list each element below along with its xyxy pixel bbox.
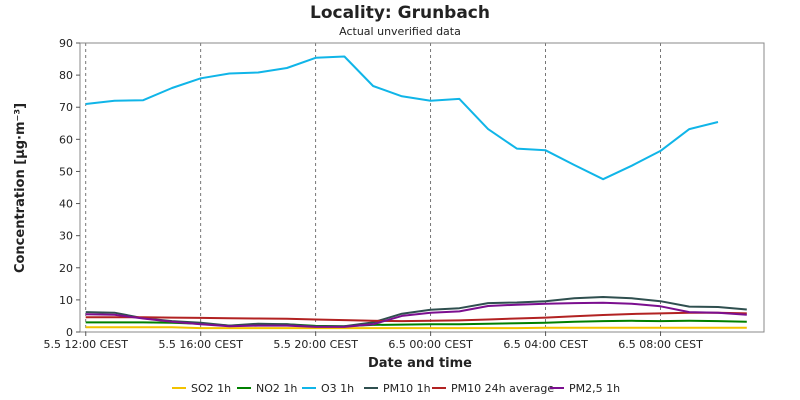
legend-item-so2-1h[interactable]: SO2 1h: [172, 382, 231, 395]
y-tick-label: 60: [59, 133, 73, 146]
series-lines: [85, 55, 747, 330]
x-axis-title: Date and time: [368, 356, 472, 371]
x-tick-label: 6.5 00:00 CEST: [388, 338, 473, 351]
legend-label: PM2,5 1h: [569, 382, 620, 395]
legend-label: PM10 24h average: [451, 382, 554, 395]
legend-item-o3-1h[interactable]: O3 1h: [302, 382, 354, 395]
grid-lines: [85, 43, 661, 332]
series-line-pm10-24h-average: [85, 311, 747, 323]
x-tick-label: 5.5 20:00 CEST: [273, 338, 358, 351]
y-tick-label: 50: [59, 165, 73, 178]
y-tick-label: 20: [59, 262, 73, 275]
series-line-pm10-1h: [85, 296, 747, 328]
y-tick-label: 70: [59, 101, 73, 114]
chart-title: Locality: Grunbach: [310, 3, 490, 23]
legend-label: NO2 1h: [256, 382, 297, 395]
legend-item-pm10-1h[interactable]: PM10 1h: [364, 382, 431, 395]
series-line-o3-1h: [85, 55, 719, 181]
y-tick-label: 90: [59, 37, 73, 50]
legend-label: O3 1h: [321, 382, 354, 395]
x-tick-label: 6.5 04:00 CEST: [503, 338, 588, 351]
y-axis-ticks: 0 10 20 30 40 50 60 70 80 90: [59, 37, 80, 339]
y-axis-title: Concentration [µg·m⁻³]: [13, 103, 28, 273]
series-line-so2-1h: [85, 326, 747, 330]
legend: SO2 1h NO2 1h O3 1h PM10 1h PM10 24h average…: [172, 382, 620, 395]
plot-area: [79, 42, 765, 333]
legend-item-pm10-24h-average[interactable]: PM10 24h average: [432, 382, 554, 395]
y-tick-label: 30: [59, 230, 73, 243]
legend-item-pm2-5-1h[interactable]: PM2,5 1h: [550, 382, 620, 395]
x-tick-label: 5.5 12:00 CEST: [43, 338, 128, 351]
legend-label: PM10 1h: [383, 382, 431, 395]
legend-label: SO2 1h: [191, 382, 231, 395]
chart-subtitle: Actual unverified data: [339, 25, 461, 38]
y-tick-label: 40: [59, 198, 73, 211]
x-axis-ticks: 5.5 12:00 CEST 5.5 16:00 CEST 5.5 20:00 CE…: [43, 332, 703, 351]
x-tick-label: 5.5 16:00 CEST: [158, 338, 243, 351]
series-line-pm2-5-1h: [85, 301, 747, 328]
x-tick-label: 6.5 08:00 CEST: [618, 338, 703, 351]
y-tick-label: 10: [59, 294, 73, 307]
y-tick-label: 0: [66, 326, 73, 339]
legend-item-no2-1h[interactable]: NO2 1h: [237, 382, 297, 395]
y-tick-label: 80: [59, 69, 73, 82]
